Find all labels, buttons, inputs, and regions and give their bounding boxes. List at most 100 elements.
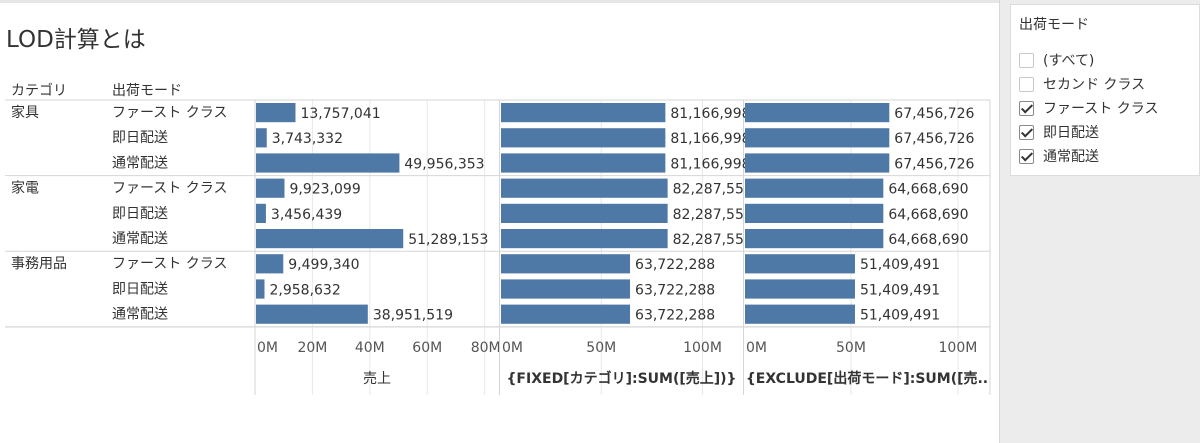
bar-value-label: 9,923,099 [289, 182, 360, 198]
bar-value-label: 51,409,491 [860, 282, 940, 298]
bar-value-label: 82,287,555 [673, 182, 753, 198]
bar-value-label: 63,722,288 [635, 282, 715, 298]
filter-item-label: セカンド クラス [1043, 77, 1146, 93]
mode-header: 出荷モード [112, 83, 182, 99]
axis-title: 売上 [363, 371, 391, 387]
bar-value-label: 64,668,690 [888, 182, 968, 198]
bar [256, 153, 400, 173]
bar-value-label: 51,409,491 [860, 308, 940, 324]
bar [256, 254, 284, 274]
bar [256, 203, 266, 223]
mode-label: ファースト クラス [112, 181, 227, 197]
shipping-mode-filter: 出荷モード (すべて) セカンド クラス ファースト クラス 即日配送 通常配送 [1010, 4, 1200, 176]
bar-value-label: 49,956,353 [404, 156, 484, 172]
bar [256, 128, 267, 148]
x-tick-label: 40M [355, 340, 385, 356]
bar [501, 254, 631, 274]
x-tick-label: 50M [586, 340, 616, 356]
filter-item-label: 通常配送 [1043, 149, 1099, 165]
bar [256, 279, 265, 299]
filter-item-label: (すべて) [1043, 53, 1095, 69]
category-label: 家電 [11, 180, 39, 197]
bar [745, 254, 855, 274]
axis-title: {EXCLUDE[出荷モード]:SUM([売.. [746, 370, 988, 387]
bar-value-label: 9,499,340 [288, 257, 359, 273]
bar-value-label: 67,456,726 [894, 106, 974, 122]
bar [745, 304, 855, 324]
mode-label: 通常配送 [112, 307, 168, 323]
filter-item-label: 即日配送 [1043, 125, 1099, 141]
bar-value-label: 3,743,332 [272, 131, 343, 147]
viz-area: LOD計算とは カテゴリ 出荷モード 0M 20M 40M 60M 80M 0M 50M 10… [0, 0, 1000, 443]
mode-label: ファースト クラス [112, 256, 227, 272]
bar [745, 103, 890, 123]
x-tick-label: 50M [836, 340, 866, 356]
filter-item-standard[interactable]: 通常配送 [1019, 145, 1197, 167]
bar [501, 229, 668, 249]
bar-value-label: 82,287,555 [673, 207, 753, 223]
category-header: カテゴリ [11, 83, 67, 99]
bar-value-label: 81,166,998 [670, 131, 750, 147]
x-tick-label: 60M [412, 340, 442, 356]
filter-item-label: ファースト クラス [1043, 101, 1159, 117]
bar-value-label: 67,456,726 [894, 156, 974, 172]
checkbox-icon[interactable] [1019, 148, 1034, 164]
bar [256, 229, 404, 249]
bar-value-label: 2,958,632 [269, 282, 340, 298]
mode-label: 通常配送 [112, 155, 168, 171]
category-label: 家具 [11, 104, 39, 121]
bar-value-label: 51,409,491 [860, 257, 940, 273]
bar [501, 103, 666, 123]
bar-value-label: 67,456,726 [894, 131, 974, 147]
x-tick-label: 80M [471, 340, 501, 356]
bar-value-label: 63,722,288 [635, 308, 715, 324]
bar-value-label: 51,289,153 [408, 232, 488, 248]
x-tick-label: 0M [257, 340, 278, 356]
bar [745, 229, 884, 249]
bar-value-label: 81,166,998 [670, 156, 750, 172]
bar [256, 103, 296, 123]
x-tick-label: 100M [939, 340, 978, 356]
checkbox-icon[interactable] [1019, 124, 1034, 140]
axis-title: {FIXED[カテゴリ]:SUM([売上])} [506, 370, 736, 387]
x-tick-label: 20M [297, 340, 327, 356]
filter-title: 出荷モード [1019, 17, 1089, 33]
bar [745, 203, 884, 223]
bar [501, 279, 631, 299]
mode-label: 即日配送 [112, 206, 168, 222]
mode-label: ファースト クラス [112, 105, 227, 121]
bar [745, 128, 890, 148]
filter-item-second-class[interactable]: セカンド クラス [1019, 73, 1197, 95]
bar-value-label: 64,668,690 [888, 232, 968, 248]
checkbox-icon[interactable] [1019, 76, 1034, 92]
mode-label: 即日配送 [112, 130, 168, 146]
page-title: LOD計算とは [6, 27, 146, 53]
bar-value-label: 38,951,519 [373, 308, 453, 324]
checkbox-icon[interactable] [1019, 100, 1034, 116]
bar-value-label: 64,668,690 [888, 207, 968, 223]
bar [501, 203, 668, 223]
bar [256, 304, 368, 324]
x-tick-label: 0M [746, 340, 767, 356]
bar-value-label: 81,166,998 [670, 106, 750, 122]
bar [501, 128, 666, 148]
filter-item-first-class[interactable]: ファースト クラス [1019, 97, 1197, 119]
category-label: 事務用品 [11, 256, 67, 272]
bar [501, 178, 668, 198]
bar [745, 279, 855, 299]
filter-item-same-day[interactable]: 即日配送 [1019, 121, 1197, 143]
bar [256, 178, 285, 198]
bar-value-label: 13,757,041 [300, 106, 380, 122]
bar-value-label: 63,722,288 [635, 257, 715, 273]
x-tick-label: 0M [502, 340, 523, 356]
bar [501, 153, 666, 173]
bar [745, 153, 890, 173]
bar [745, 178, 884, 198]
checkbox-icon[interactable] [1019, 52, 1034, 68]
filter-item-all[interactable]: (すべて) [1019, 49, 1197, 71]
bar [501, 304, 631, 324]
bar-value-label: 82,287,555 [673, 232, 753, 248]
bar-value-label: 3,456,439 [271, 207, 342, 223]
mode-label: 通常配送 [112, 231, 168, 247]
